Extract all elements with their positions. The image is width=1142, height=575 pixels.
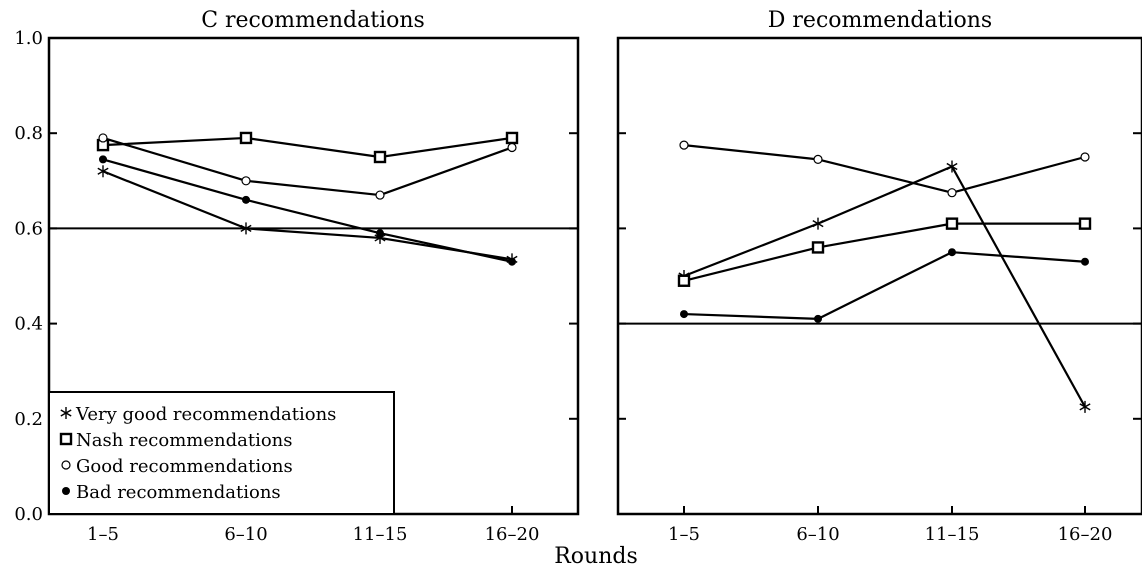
- x-tick-label: 6–10: [796, 524, 839, 545]
- x-tick-label: 16–20: [485, 524, 540, 545]
- panel-c-marks: 0.0 0.2 0.4 0.6 0.8 1.0 1–5 6–10 11–15 16–20: [14, 28, 578, 545]
- legend-box: [48, 391, 395, 515]
- y-tick-label: 0.6: [14, 218, 43, 239]
- marker-bad-recommendations: [99, 155, 107, 164]
- x-tick-label: 11–15: [925, 524, 980, 545]
- y-tick-label: 0.8: [14, 123, 43, 144]
- legend-marker-nash-recommendations: [59, 432, 73, 446]
- marker-nash-recommendations: [239, 131, 253, 145]
- legend-label-nash-recommendations: Nash recommendations: [76, 430, 293, 451]
- marker-good-recommendations: [98, 133, 108, 143]
- marker-nash-recommendations: [505, 131, 519, 145]
- x-tick-label: 1–5: [87, 524, 119, 545]
- legend-items: Very good recommendations Nash recommenda…: [59, 404, 336, 503]
- legend-marker-very-good-recommendations: [60, 407, 72, 419]
- marker-very-good-recommendations-stroke: [97, 167, 109, 175]
- legend-marker-very-good-recommendations-stroke: [60, 409, 72, 417]
- marker-very-good-recommendations: [97, 165, 109, 178]
- series-line-good-recommendations: [683, 144, 1086, 194]
- marker-nash-recommendations: [1078, 217, 1092, 230]
- marker-very-good-recommendations: [946, 160, 958, 173]
- panel-frame: [616, 36, 1142, 516]
- panel-title: D recommendations: [768, 8, 992, 33]
- marker-bad-recommendations: [376, 229, 384, 238]
- y-tick-label: 0.2: [14, 409, 43, 430]
- series-line-bad-recommendations: [102, 158, 513, 263]
- marker-very-good-recommendations-stroke: [240, 224, 252, 233]
- marker-good-recommendations: [813, 154, 823, 164]
- marker-very-good-recommendations: [240, 222, 252, 235]
- marker-good-recommendations: [1080, 152, 1090, 162]
- marker-good-recommendations: [679, 140, 689, 150]
- series-line-good-recommendations: [102, 136, 513, 197]
- series-line-nash-recommendations: [102, 136, 513, 159]
- x-axis-label: Rounds: [554, 544, 638, 569]
- marker-bad-recommendations: [508, 257, 516, 266]
- y-tick-label: 1.0: [14, 28, 43, 49]
- marker-very-good-recommendations: [812, 217, 824, 230]
- legend-label-good-recommendations: Good recommendations: [76, 456, 293, 477]
- x-tick-label: 16–20: [1058, 524, 1113, 545]
- marker-nash-recommendations: [945, 217, 959, 230]
- legend: Very good recommendations Nash recommenda…: [48, 391, 395, 515]
- series-line-very-good-recommendations: [683, 165, 1086, 408]
- marker-bad-recommendations: [1081, 257, 1089, 266]
- marker-good-recommendations: [375, 190, 385, 200]
- y-tick-label: 0.4: [14, 314, 43, 335]
- marker-good-recommendations: [241, 176, 251, 186]
- series-line-bad-recommendations: [683, 251, 1086, 320]
- marker-very-good-recommendations-stroke: [946, 162, 958, 171]
- x-tick-label: 11–15: [353, 524, 408, 545]
- marker-nash-recommendations: [677, 274, 691, 287]
- series-line-nash-recommendations: [683, 222, 1085, 282]
- legend-marker-good-recommendations: [61, 460, 71, 470]
- marker-bad-recommendations: [814, 314, 822, 323]
- marker-bad-recommendations: [680, 310, 688, 319]
- marker-very-good-recommendations: [1079, 400, 1091, 413]
- marker-good-recommendations: [947, 188, 957, 198]
- marker-nash-recommendations: [373, 150, 387, 164]
- marker-very-good-recommendations-stroke: [812, 220, 824, 228]
- series-line-very-good-recommendations: [102, 170, 513, 261]
- x-tick-label: 1–5: [668, 524, 700, 545]
- marker-bad-recommendations: [242, 195, 250, 204]
- legend-label-bad-recommendations: Bad recommendations: [76, 482, 281, 503]
- marker-nash-recommendations: [811, 241, 825, 254]
- panel-d-marks: 1–5 6–10 11–15 16–20: [618, 132, 1142, 545]
- panel-title: C recommendations: [201, 8, 425, 33]
- marker-good-recommendations: [507, 142, 517, 153]
- y-tick-label: 0.0: [14, 504, 43, 525]
- legend-label-very-good-recommendations: Very good recommendations: [75, 404, 336, 425]
- x-tick-label: 6–10: [224, 524, 267, 545]
- legend-marker-bad-recommendations: [62, 487, 70, 495]
- marker-very-good-recommendations-stroke: [374, 234, 386, 242]
- marker-bad-recommendations: [948, 248, 956, 257]
- panel-d-recommendations: D recommendations: [616, 8, 1142, 516]
- marker-very-good-recommendations-stroke: [1079, 403, 1091, 411]
